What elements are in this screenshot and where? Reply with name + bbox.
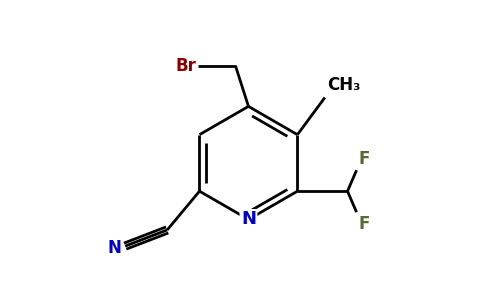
Text: N: N [241, 211, 256, 229]
Text: Br: Br [176, 57, 197, 75]
Text: F: F [358, 215, 370, 233]
Text: CH₃: CH₃ [328, 76, 361, 94]
Text: F: F [358, 150, 370, 168]
Text: N: N [107, 239, 121, 257]
